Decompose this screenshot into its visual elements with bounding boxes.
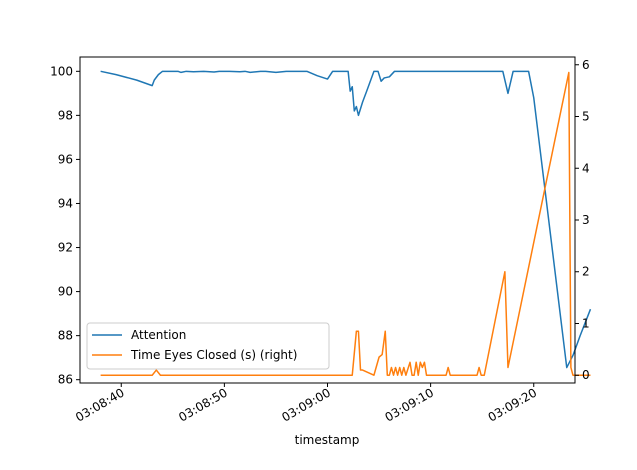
y-right-tick-label: 5 — [582, 110, 590, 124]
legend-box — [86, 322, 330, 370]
y-right-tick-label: 6 — [582, 58, 590, 72]
y-left-axis-ticks: 86 88 90 92 94 96 98 100 — [50, 64, 80, 387]
y-right-tick-label: 4 — [582, 161, 590, 175]
series-lines — [100, 70, 592, 376]
x-tick-label: 03:09:20 — [486, 385, 540, 424]
x-axis-title: timestamp — [295, 433, 360, 447]
y-left-tick-label: 94 — [58, 196, 73, 210]
y-right-tick-label: 1 — [582, 316, 590, 330]
y-left-tick-label: 86 — [58, 373, 73, 387]
series-line-0 — [100, 70, 592, 369]
x-tick-label: 03:08:50 — [176, 385, 230, 424]
x-axis-ticks: 03:08:40 03:08:50 03:09:00 03:09:10 03:09:20 — [73, 383, 539, 425]
x-tick-label: 03:09:00 — [279, 385, 333, 424]
y-left-tick-label: 98 — [58, 108, 73, 122]
y-right-tick-label: 0 — [582, 368, 590, 382]
y-right-tick-label: 2 — [582, 265, 590, 279]
y-right-axis-ticks: 0 1 2 3 4 5 6 — [575, 58, 590, 382]
y-left-tick-label: 90 — [58, 285, 73, 299]
y-left-tick-label: 92 — [58, 241, 73, 255]
y-right-tick-label: 3 — [582, 213, 590, 227]
x-tick-label: 03:09:10 — [382, 385, 436, 424]
series-line-1 — [100, 71, 591, 376]
legend-label-0: Attention — [131, 328, 186, 342]
y-left-tick-label: 88 — [58, 329, 73, 343]
legend: Attention Time Eyes Closed (s) (right) — [86, 322, 330, 370]
y-left-tick-label: 100 — [50, 64, 73, 78]
y-left-tick-label: 96 — [58, 152, 73, 166]
legend-label-1: Time Eyes Closed (s) (right) — [130, 348, 297, 362]
plot-frame — [79, 56, 576, 384]
x-tick-label: 03:08:40 — [73, 385, 127, 424]
